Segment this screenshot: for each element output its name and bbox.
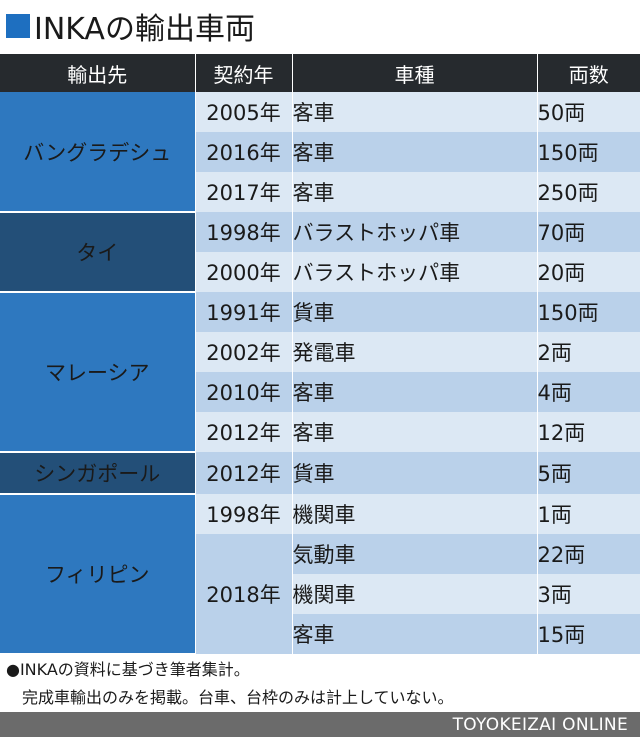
cell-vehicle-type: 客車 bbox=[292, 412, 538, 452]
column-header-contract-year: 契約年 bbox=[195, 54, 293, 92]
table-row: 2010年 客車 4両 bbox=[0, 372, 640, 412]
cell-vehicle-count: 15両 bbox=[537, 614, 640, 654]
cell-contract-year: 2002年 bbox=[195, 332, 293, 372]
column-header-vehicle-count: 両数 bbox=[537, 54, 640, 92]
cell-vehicle-type: バラストホッパ車 bbox=[292, 252, 538, 292]
cell-vehicle-type: 機関車 bbox=[292, 574, 538, 614]
footer-brand: TOYOKEIZAI ONLINE bbox=[0, 712, 640, 737]
cell-contract-year: 2000年 bbox=[195, 252, 293, 292]
cell-vehicle-count: 150両 bbox=[537, 292, 640, 332]
cell-vehicle-count: 12両 bbox=[537, 412, 640, 452]
cell-vehicle-count: 1両 bbox=[537, 494, 640, 534]
cell-contract-year: 1998年 bbox=[195, 494, 293, 534]
table-row: バングラデシュ 2005年 客車 50両 bbox=[0, 92, 640, 213]
table-row: 2012年 客車 12両 bbox=[0, 412, 640, 452]
cell-vehicle-type: 客車 bbox=[292, 372, 538, 412]
cell-vehicle-count: 20両 bbox=[537, 252, 640, 292]
cell-vehicle-count: 4両 bbox=[537, 372, 640, 412]
table-row: タイ 1998年 バラストホッパ車 70両 bbox=[0, 212, 640, 293]
cell-contract-year: 2012年 bbox=[195, 412, 293, 452]
cell-contract-year: 2005年 bbox=[195, 92, 293, 132]
cell-contract-year: 2010年 bbox=[195, 372, 293, 412]
cell-vehicle-type: 発電車 bbox=[292, 332, 538, 372]
page-title: INKAの輸出車両 bbox=[34, 12, 255, 47]
column-header-vehicle-type: 車種 bbox=[292, 54, 538, 92]
cell-contract-year: 1998年 bbox=[195, 212, 293, 252]
table-row: 2002年 発電車 2両 bbox=[0, 332, 640, 372]
table-row: 2000年 バラストホッパ車 20両 bbox=[0, 252, 640, 292]
cell-vehicle-type: 貨車 bbox=[292, 292, 538, 332]
header-row: 輸出先 契約年 車種 両数 bbox=[0, 54, 640, 92]
cell-vehicle-type: 気動車 bbox=[292, 534, 538, 574]
cell-destination: バングラデシュ bbox=[0, 92, 196, 213]
cell-contract-year: 2016年 bbox=[195, 132, 293, 172]
note-scope: 完成車輸出のみを掲載。台車、台枠のみは計上していない。 bbox=[22, 688, 454, 707]
cell-vehicle-count: 5両 bbox=[537, 452, 640, 494]
notes: ●INKAの資料に基づき筆者集計。 完成車輸出のみを掲載。台車、台枠のみは計上し… bbox=[6, 656, 454, 712]
cell-vehicle-count: 3両 bbox=[537, 574, 640, 614]
cell-vehicle-type: バラストホッパ車 bbox=[292, 212, 538, 252]
cell-vehicle-count: 50両 bbox=[537, 92, 640, 132]
cell-vehicle-type: 客車 bbox=[292, 172, 538, 212]
page-title-block: INKAの輸出車両 bbox=[6, 6, 255, 47]
note-source: ●INKAの資料に基づき筆者集計。 bbox=[6, 660, 250, 679]
column-header-destination: 輸出先 bbox=[0, 54, 196, 92]
title-square-icon bbox=[6, 14, 30, 38]
cell-contract-year: 1991年 bbox=[195, 292, 293, 332]
cell-vehicle-type: 客車 bbox=[292, 132, 538, 172]
cell-destination: タイ bbox=[0, 212, 196, 293]
table-row: 2018年 気動車 22両 bbox=[0, 534, 640, 654]
table-row: 機関車 3両 bbox=[0, 574, 640, 614]
table-row: シンガポール 2012年 貨車 5両 bbox=[0, 452, 640, 495]
table-row: 2017年 客車 250両 bbox=[0, 172, 640, 212]
cell-contract-year: 2012年 bbox=[195, 452, 293, 494]
cell-contract-year: 2018年 bbox=[195, 534, 293, 654]
cell-destination: シンガポール bbox=[0, 452, 196, 495]
table-body: バングラデシュ 2005年 客車 50両 2016年 客車 150両 2017年 客車 250両タ… bbox=[0, 92, 640, 655]
export-table: 輸出先 契約年 車種 両数 バングラデシュ 2005年 客車 50両 2016年 客車 15… bbox=[0, 54, 640, 655]
cell-vehicle-count: 2両 bbox=[537, 332, 640, 372]
table-row: フィリピン 1998年 機関車 1両 bbox=[0, 494, 640, 655]
table-row: マレーシア 1991年 貨車 150両 bbox=[0, 292, 640, 453]
table-row: 2016年 客車 150両 bbox=[0, 132, 640, 172]
cell-vehicle-count: 22両 bbox=[537, 534, 640, 574]
cell-destination: マレーシア bbox=[0, 292, 196, 453]
cell-vehicle-count: 250両 bbox=[537, 172, 640, 212]
table-row: 客車 15両 bbox=[0, 614, 640, 654]
cell-vehicle-count: 70両 bbox=[537, 212, 640, 252]
cell-vehicle-count: 150両 bbox=[537, 132, 640, 172]
cell-vehicle-type: 客車 bbox=[292, 92, 538, 132]
cell-vehicle-type: 機関車 bbox=[292, 494, 538, 534]
cell-destination: フィリピン bbox=[0, 494, 196, 655]
cell-contract-year: 2017年 bbox=[195, 172, 293, 212]
cell-vehicle-type: 貨車 bbox=[292, 452, 538, 494]
cell-vehicle-type: 客車 bbox=[292, 614, 538, 654]
